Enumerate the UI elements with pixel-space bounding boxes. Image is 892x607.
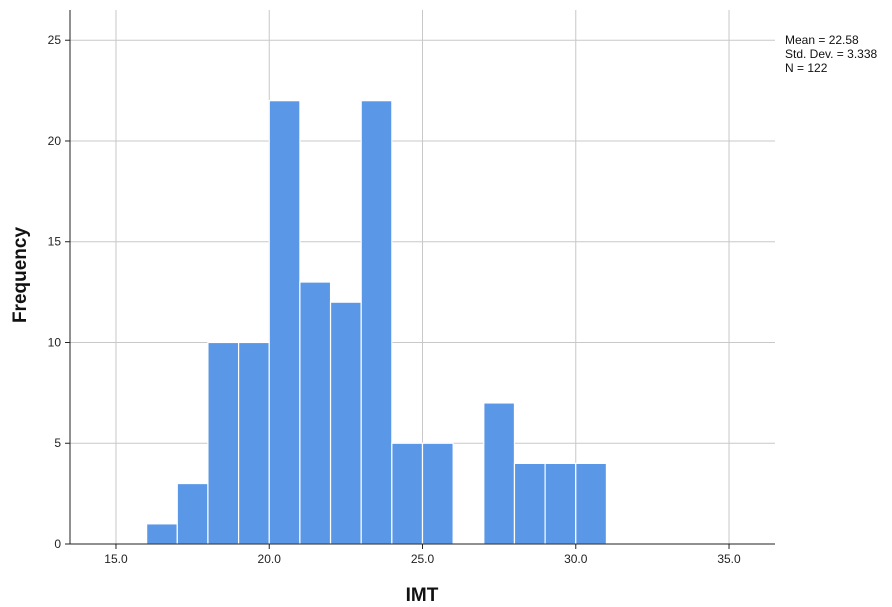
ticks-layer: 15.0 20.0 25.0 30.0 35.0 0 5 10 15 20 25 xyxy=(48,33,741,566)
histogram-bar xyxy=(176,482,209,545)
histogram-bar xyxy=(360,100,393,545)
x-tick-label: 30.0 xyxy=(564,552,588,566)
y-tick-label: 0 xyxy=(54,537,61,551)
histogram-bar xyxy=(575,462,608,545)
histogram-bar xyxy=(299,281,332,545)
histogram-bar xyxy=(329,301,362,545)
stats-mean: Mean = 22.58 xyxy=(785,33,859,47)
stats-box: Mean = 22.58 Std. Dev. = 3.338 N = 122 xyxy=(785,33,877,75)
histogram-bar xyxy=(146,523,178,545)
y-tick-label: 20 xyxy=(48,134,62,148)
y-axis-title: Frequency xyxy=(10,227,31,324)
x-tick-label: 15.0 xyxy=(104,552,128,566)
y-tick-label: 10 xyxy=(48,335,62,349)
y-tick-label: 25 xyxy=(48,33,62,47)
histogram-bar xyxy=(268,100,301,545)
x-tick-label: 35.0 xyxy=(717,552,741,566)
histogram-bar xyxy=(207,341,240,545)
histogram-bar xyxy=(513,462,546,545)
x-axis-title: IMT xyxy=(406,585,439,606)
bars-layer xyxy=(146,100,608,545)
histogram-bar xyxy=(421,442,454,545)
stats-std-dev: Std. Dev. = 3.338 xyxy=(785,47,877,61)
histogram-bar xyxy=(237,341,270,545)
y-tick-label: 15 xyxy=(48,235,62,249)
y-tick-label: 5 xyxy=(54,436,61,450)
x-tick-label: 25.0 xyxy=(411,552,435,566)
x-tick-label: 20.0 xyxy=(258,552,282,566)
histogram-bar xyxy=(544,462,577,545)
histogram-bar xyxy=(483,402,516,545)
stats-n: N = 122 xyxy=(785,61,828,75)
histogram-bar xyxy=(391,442,424,545)
